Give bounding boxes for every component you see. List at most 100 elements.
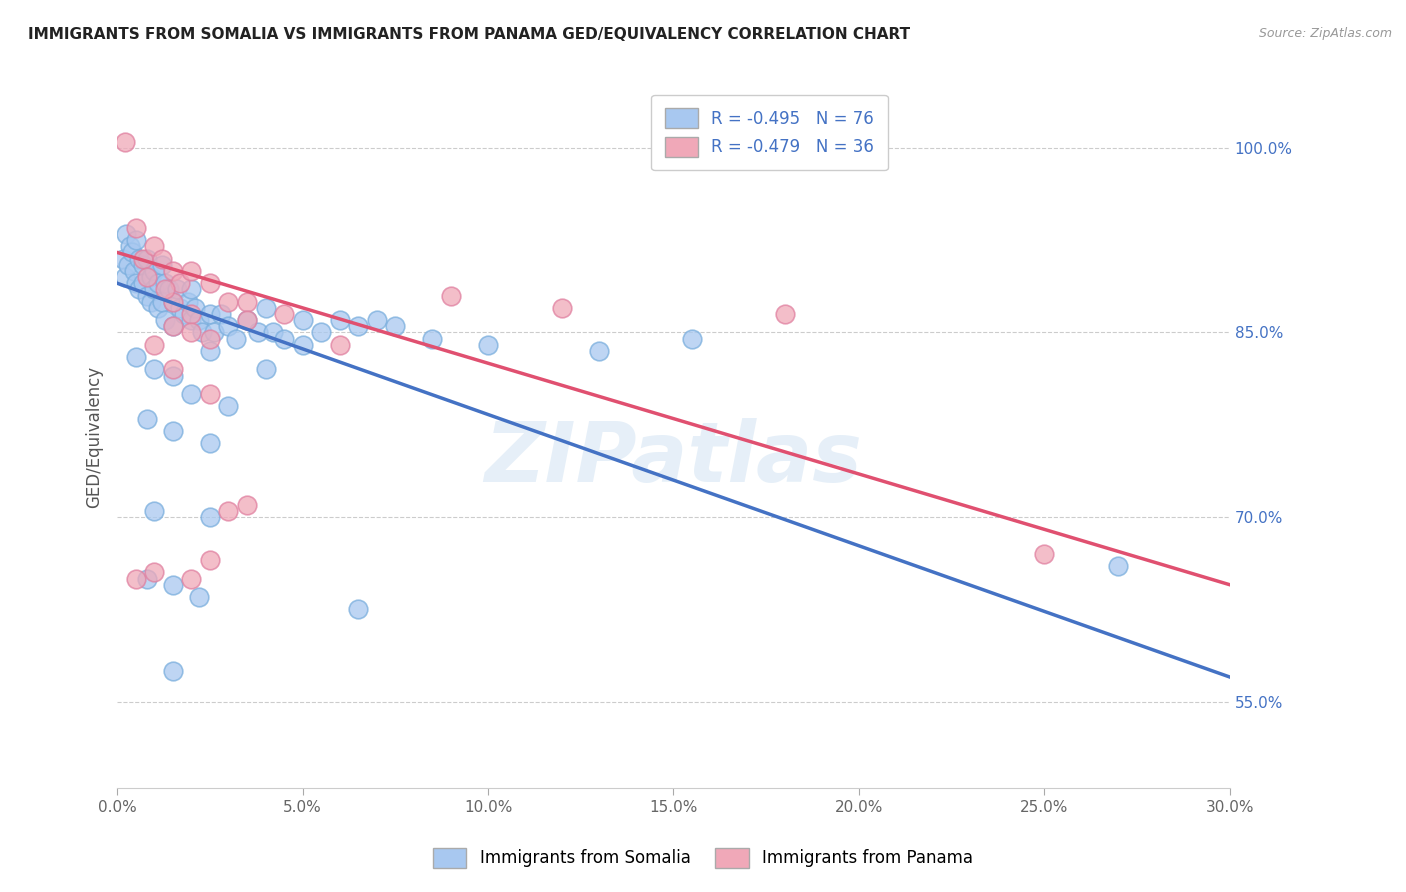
Point: [143, 282, 166, 296]
Point: [681, 332, 703, 346]
Point: [551, 301, 574, 315]
Point: [143, 239, 166, 253]
Point: [198, 332, 221, 346]
Point: [941, 842, 963, 856]
Point: [198, 436, 221, 450]
Point: [440, 288, 463, 302]
Point: [162, 294, 184, 309]
Point: [198, 343, 221, 358]
Point: [162, 319, 184, 334]
Text: Source: ZipAtlas.com: Source: ZipAtlas.com: [1258, 27, 1392, 40]
Point: [135, 572, 157, 586]
Point: [180, 387, 202, 401]
Point: [155, 313, 177, 327]
Point: [139, 294, 162, 309]
Point: [198, 553, 221, 567]
Point: [184, 301, 207, 315]
Point: [162, 264, 184, 278]
Point: [347, 319, 370, 334]
Point: [150, 294, 173, 309]
Point: [236, 313, 259, 327]
Point: [254, 362, 277, 376]
Point: [198, 277, 221, 291]
Point: [217, 294, 239, 309]
Point: [162, 368, 184, 383]
Point: [166, 282, 188, 296]
Point: [173, 307, 195, 321]
Point: [143, 566, 166, 580]
Point: [135, 411, 157, 425]
Point: [247, 326, 270, 340]
Y-axis label: GED/Equivalency: GED/Equivalency: [86, 366, 103, 508]
Point: [588, 343, 610, 358]
Point: [143, 504, 166, 518]
Point: [209, 307, 232, 321]
Point: [125, 277, 148, 291]
Point: [146, 301, 169, 315]
Point: [135, 252, 157, 266]
Point: [773, 307, 796, 321]
Point: [262, 326, 284, 340]
Point: [329, 313, 352, 327]
Point: [128, 282, 150, 296]
Point: [384, 319, 406, 334]
Point: [236, 498, 259, 512]
Point: [146, 277, 169, 291]
Point: [217, 319, 239, 334]
Point: [176, 294, 198, 309]
Point: [135, 288, 157, 302]
Point: [273, 332, 295, 346]
Point: [191, 326, 214, 340]
Point: [180, 572, 202, 586]
Point: [132, 252, 155, 266]
Point: [291, 338, 314, 352]
Point: [187, 313, 209, 327]
Point: [169, 301, 191, 315]
Point: [198, 387, 221, 401]
Point: [180, 307, 202, 321]
Text: ZIPatlas: ZIPatlas: [485, 417, 862, 499]
Point: [115, 227, 138, 241]
Point: [125, 572, 148, 586]
Point: [180, 282, 202, 296]
Point: [139, 270, 162, 285]
Point: [217, 399, 239, 413]
Point: [225, 332, 247, 346]
Point: [128, 252, 150, 266]
Point: [121, 245, 143, 260]
Point: [366, 313, 388, 327]
Point: [347, 602, 370, 616]
Point: [117, 258, 139, 272]
Point: [157, 282, 180, 296]
Point: [169, 277, 191, 291]
Point: [162, 362, 184, 376]
Point: [143, 264, 166, 278]
Point: [155, 282, 177, 296]
Legend: Immigrants from Somalia, Immigrants from Panama: Immigrants from Somalia, Immigrants from…: [426, 841, 980, 875]
Point: [162, 424, 184, 438]
Point: [125, 233, 148, 247]
Point: [125, 220, 148, 235]
Point: [202, 326, 225, 340]
Point: [162, 578, 184, 592]
Point: [1033, 547, 1056, 561]
Point: [187, 590, 209, 604]
Point: [162, 319, 184, 334]
Point: [125, 350, 148, 364]
Point: [162, 664, 184, 678]
Point: [122, 264, 145, 278]
Point: [114, 270, 136, 285]
Text: IMMIGRANTS FROM SOMALIA VS IMMIGRANTS FROM PANAMA GED/EQUIVALENCY CORRELATION CH: IMMIGRANTS FROM SOMALIA VS IMMIGRANTS FR…: [28, 27, 910, 42]
Point: [236, 313, 259, 327]
Point: [120, 239, 142, 253]
Point: [422, 332, 444, 346]
Point: [198, 510, 221, 524]
Point: [1107, 559, 1129, 574]
Point: [132, 277, 155, 291]
Point: [111, 252, 134, 266]
Point: [135, 270, 157, 285]
Point: [198, 307, 221, 321]
Point: [132, 258, 155, 272]
Point: [150, 258, 173, 272]
Point: [155, 277, 177, 291]
